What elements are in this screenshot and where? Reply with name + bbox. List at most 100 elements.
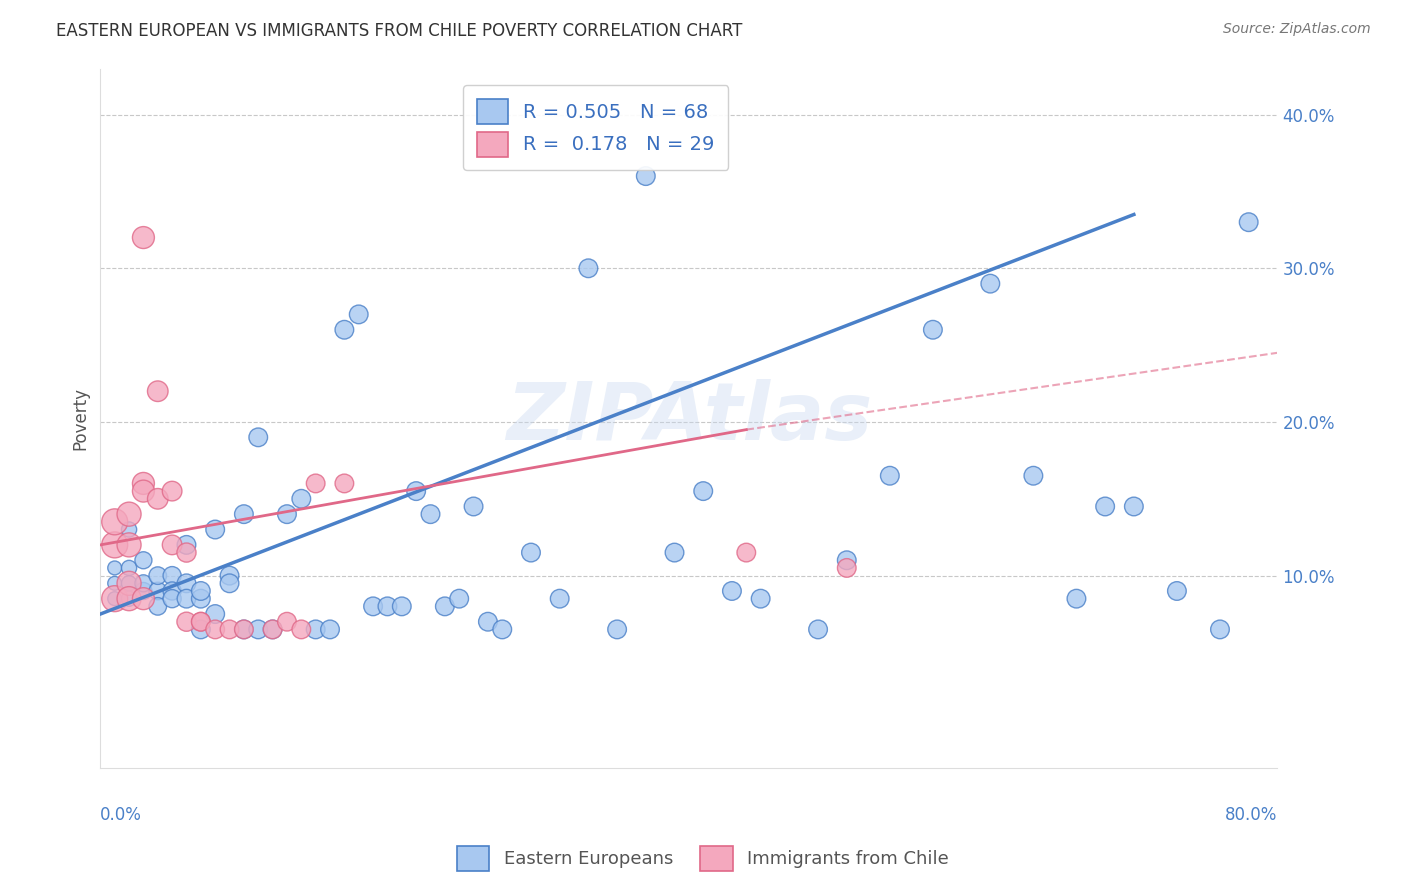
Point (333, 476, 356, 491)
Point (146, 599, 169, 614)
Point (664, 545, 686, 559)
Point (104, 515, 127, 529)
Point (146, 584, 169, 599)
Point (118, 538, 141, 552)
Point (118, 576, 141, 591)
Point (1022, 468, 1045, 483)
Point (232, 623, 254, 637)
Point (979, 277, 1001, 291)
Point (204, 623, 226, 637)
Point (232, 623, 254, 637)
Point (276, 615, 298, 629)
Point (692, 484, 714, 499)
Point (132, 476, 155, 491)
Point (190, 591, 212, 606)
Point (176, 538, 198, 552)
Point (548, 591, 571, 606)
Point (118, 591, 141, 606)
Point (132, 484, 155, 499)
Point (361, 599, 384, 614)
Point (491, 623, 513, 637)
Text: ZIPAtlas: ZIPAtlas (506, 379, 872, 457)
Point (118, 523, 141, 537)
Point (433, 599, 456, 614)
Point (190, 615, 212, 629)
Point (160, 538, 183, 552)
Point (247, 623, 270, 637)
Point (146, 491, 169, 506)
Point (118, 507, 141, 521)
Point (405, 484, 427, 499)
Point (146, 384, 169, 399)
Point (262, 623, 284, 637)
Point (879, 468, 901, 483)
Point (160, 584, 183, 599)
Point (1209, 623, 1232, 637)
Point (520, 545, 543, 559)
Point (333, 323, 356, 337)
Point (319, 623, 342, 637)
Point (377, 599, 399, 614)
Point (218, 568, 240, 582)
Point (132, 584, 155, 599)
Point (1237, 215, 1260, 229)
Point (190, 584, 212, 599)
Text: Source: ZipAtlas.com: Source: ZipAtlas.com (1223, 22, 1371, 37)
Legend: Eastern Europeans, Immigrants from Chile: Eastern Europeans, Immigrants from Chile (450, 838, 956, 879)
Point (176, 591, 198, 606)
Point (146, 568, 169, 582)
Point (132, 576, 155, 591)
Point (749, 591, 772, 606)
Point (1094, 500, 1116, 514)
Point (1066, 591, 1088, 606)
Point (276, 507, 298, 521)
Point (104, 538, 127, 552)
Point (118, 576, 141, 591)
Point (576, 261, 599, 276)
Point (104, 591, 127, 606)
Point (290, 491, 312, 506)
Point (835, 553, 858, 567)
Point (347, 307, 370, 321)
Legend: R = 0.505   N = 68, R =  0.178   N = 29: R = 0.505 N = 68, R = 0.178 N = 29 (463, 86, 728, 170)
Point (132, 230, 155, 244)
Point (176, 615, 198, 629)
Text: 80.0%: 80.0% (1225, 806, 1278, 824)
Point (606, 623, 628, 637)
Point (305, 623, 328, 637)
Point (922, 323, 945, 337)
Point (232, 507, 254, 521)
Point (835, 561, 858, 575)
Point (247, 430, 270, 444)
Text: 0.0%: 0.0% (100, 806, 142, 824)
Point (305, 476, 328, 491)
Point (104, 561, 127, 575)
Point (160, 568, 183, 582)
Point (204, 607, 226, 621)
Point (118, 561, 141, 575)
Point (160, 591, 183, 606)
Point (634, 169, 657, 183)
Point (132, 553, 155, 567)
Point (1166, 584, 1188, 599)
Point (463, 500, 485, 514)
Point (176, 576, 198, 591)
Point (104, 576, 127, 591)
Point (190, 615, 212, 629)
Point (218, 576, 240, 591)
Point (419, 507, 441, 521)
Y-axis label: Poverty: Poverty (72, 386, 89, 450)
Point (262, 623, 284, 637)
Point (391, 599, 413, 614)
Point (1122, 500, 1144, 514)
Point (160, 484, 183, 499)
Point (190, 623, 212, 637)
Point (721, 584, 744, 599)
Point (477, 615, 499, 629)
Point (118, 591, 141, 606)
Point (807, 623, 830, 637)
Point (204, 523, 226, 537)
Text: EASTERN EUROPEAN VS IMMIGRANTS FROM CHILE POVERTY CORRELATION CHART: EASTERN EUROPEAN VS IMMIGRANTS FROM CHIL… (56, 22, 742, 40)
Point (218, 623, 240, 637)
Point (735, 545, 758, 559)
